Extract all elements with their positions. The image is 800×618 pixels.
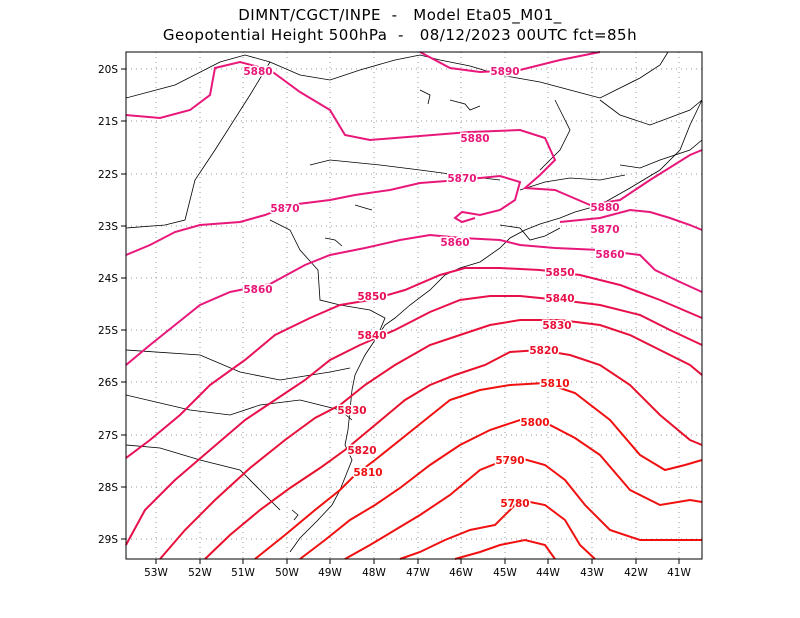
contour-label: 5850 <box>357 291 386 303</box>
latitude-tick-labels: 20S 21S 22S 23S 24S 25S 26S 27S 28S 29S <box>98 64 126 546</box>
lat-lon-grid <box>126 52 702 559</box>
x-tick-label: 52W <box>188 567 212 579</box>
contour-line <box>344 456 702 560</box>
contour-label: 5860 <box>243 284 272 296</box>
contour-label: 5820 <box>529 345 558 357</box>
y-tick-label: 27S <box>98 430 118 442</box>
contour-label: 5780 <box>500 498 529 510</box>
contour-label: 5870 <box>447 173 476 185</box>
x-tick-label: 51W <box>231 567 255 579</box>
map-title-line-2: Geopotential Height 500hPa - 08/12/2023 … <box>162 26 638 44</box>
contour-label: 5870 <box>270 203 299 215</box>
contour-line <box>454 538 556 560</box>
x-tick-label: 46W <box>449 567 473 579</box>
x-tick-label: 49W <box>318 567 342 579</box>
contour-label: 5830 <box>542 320 571 332</box>
contour-label: 5870 <box>590 224 619 236</box>
contour-label: 5840 <box>545 293 574 305</box>
contour-label: 5880 <box>243 66 272 78</box>
contour-label: 5880 <box>590 202 619 214</box>
x-tick-label: 47W <box>406 567 430 579</box>
x-tick-label: 44W <box>536 567 560 579</box>
contour-line <box>125 60 703 207</box>
y-tick-label: 29S <box>98 534 118 546</box>
contour-line <box>125 267 703 459</box>
y-tick-label: 20S <box>98 64 118 76</box>
y-tick-label: 28S <box>98 482 118 494</box>
map-title-line-1: DIMNT/CGCT/INPE - Model Eta05_M01_ <box>238 6 562 24</box>
contour-labels: 5890 5880 5880 5880 5870 5870 5870 5860 5860 5860… <box>242 65 626 512</box>
contour-label: 5820 <box>347 445 376 457</box>
x-tick-label: 50W <box>275 567 299 579</box>
contour-line <box>299 418 703 560</box>
x-tick-label: 41W <box>667 567 691 579</box>
coastline-and-borders <box>125 51 703 553</box>
map-frame <box>125 51 703 560</box>
y-tick-label: 25S <box>98 325 118 337</box>
contour-label: 5800 <box>520 417 549 429</box>
contour-label: 5890 <box>490 66 519 78</box>
contour-line <box>125 295 703 546</box>
contour-label: 5860 <box>440 237 469 249</box>
y-tick-label: 21S <box>98 116 118 128</box>
x-tick-label: 45W <box>493 567 517 579</box>
contour-line <box>419 51 601 74</box>
contour-line <box>125 233 703 366</box>
contour-label: 5880 <box>460 133 489 145</box>
contour-line <box>125 174 703 256</box>
coastal-details <box>291 89 561 521</box>
contour-label: 5830 <box>337 405 366 417</box>
y-tick-label: 22S <box>98 169 118 181</box>
contour-line <box>399 498 596 560</box>
geopotential-contours <box>125 51 703 560</box>
contour-label: 5840 <box>357 330 386 342</box>
y-tick-label: 26S <box>98 377 118 389</box>
y-tick-label: 23S <box>98 221 118 233</box>
contour-label: 5810 <box>540 378 569 390</box>
contour-label: 5860 <box>595 249 624 261</box>
contour-label: 5810 <box>353 467 382 479</box>
atlantic-coastline <box>289 99 703 553</box>
contour-line <box>254 381 703 560</box>
x-tick-label: 53W <box>144 567 168 579</box>
x-tick-label: 43W <box>580 567 604 579</box>
x-tick-label: 42W <box>624 567 648 579</box>
state-borders <box>125 51 703 511</box>
contour-label: 5790 <box>495 455 524 467</box>
longitude-tick-labels: 53W 52W 51W 50W 49W 48W 47W 46W 45W 44W 43W 42W 41W <box>144 559 691 579</box>
contour-line <box>204 348 703 560</box>
contour-line <box>159 319 703 560</box>
x-tick-label: 48W <box>362 567 386 579</box>
y-tick-label: 24S <box>98 273 118 285</box>
contour-label: 5850 <box>545 267 574 279</box>
